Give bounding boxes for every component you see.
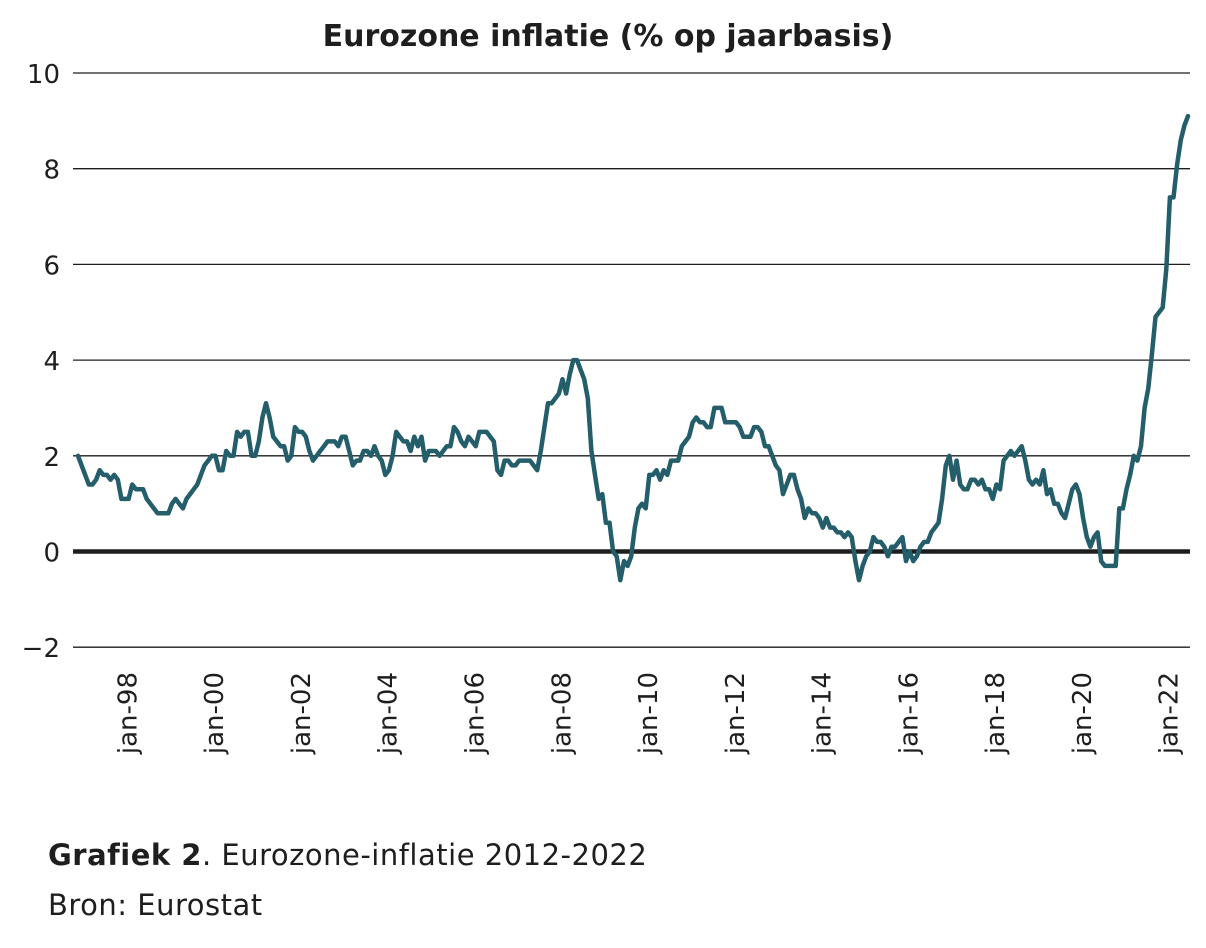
x-tick-label: jan-02 <box>287 672 317 755</box>
x-tick-label: jan-98 <box>113 672 143 755</box>
y-axis-ticks: 10 8 6 4 2 0 −2 <box>22 60 60 664</box>
x-tick-label: jan-06 <box>460 672 490 755</box>
y-tick-label: 6 <box>43 251 60 281</box>
y-tick-label: 8 <box>43 156 60 186</box>
x-tick-label: jan-20 <box>1068 672 1098 755</box>
line-chart: Eurozone inflatie (% op jaarbasis) 10 8 6 4… <box>22 19 1191 755</box>
figure-caption: Grafiek 2. Eurozone-inflatie 2012-2022 <box>48 838 647 872</box>
y-tick-label: 10 <box>27 60 60 90</box>
x-tick-label: jan-22 <box>1155 672 1185 755</box>
x-tick-label: jan-16 <box>894 672 924 755</box>
y-tick-label: 0 <box>43 539 60 569</box>
y-tick-label: −2 <box>22 634 60 664</box>
x-axis-ticks: jan-98 jan-00 jan-02 jan-04 jan-06 jan-08 jan-… <box>113 672 1184 755</box>
y-tick-label: 4 <box>43 347 60 377</box>
y-tick-label: 2 <box>43 443 60 473</box>
chart-title: Eurozone inflatie (% op jaarbasis) <box>323 19 894 54</box>
x-tick-label: jan-12 <box>721 672 751 755</box>
caption-text: . Eurozone-inflatie 2012-2022 <box>201 838 648 872</box>
gridlines <box>73 72 1190 648</box>
x-tick-label: jan-10 <box>634 672 664 755</box>
x-tick-label: jan-04 <box>374 672 404 755</box>
source-note: Bron: Eurostat <box>48 888 263 922</box>
x-tick-label: jan-14 <box>808 672 838 755</box>
x-tick-label: jan-18 <box>981 672 1011 755</box>
caption-label: Grafiek 2 <box>48 838 202 872</box>
series-line-inflation <box>75 113 1191 583</box>
x-tick-label: jan-08 <box>547 672 577 755</box>
x-tick-label: jan-00 <box>200 672 230 755</box>
